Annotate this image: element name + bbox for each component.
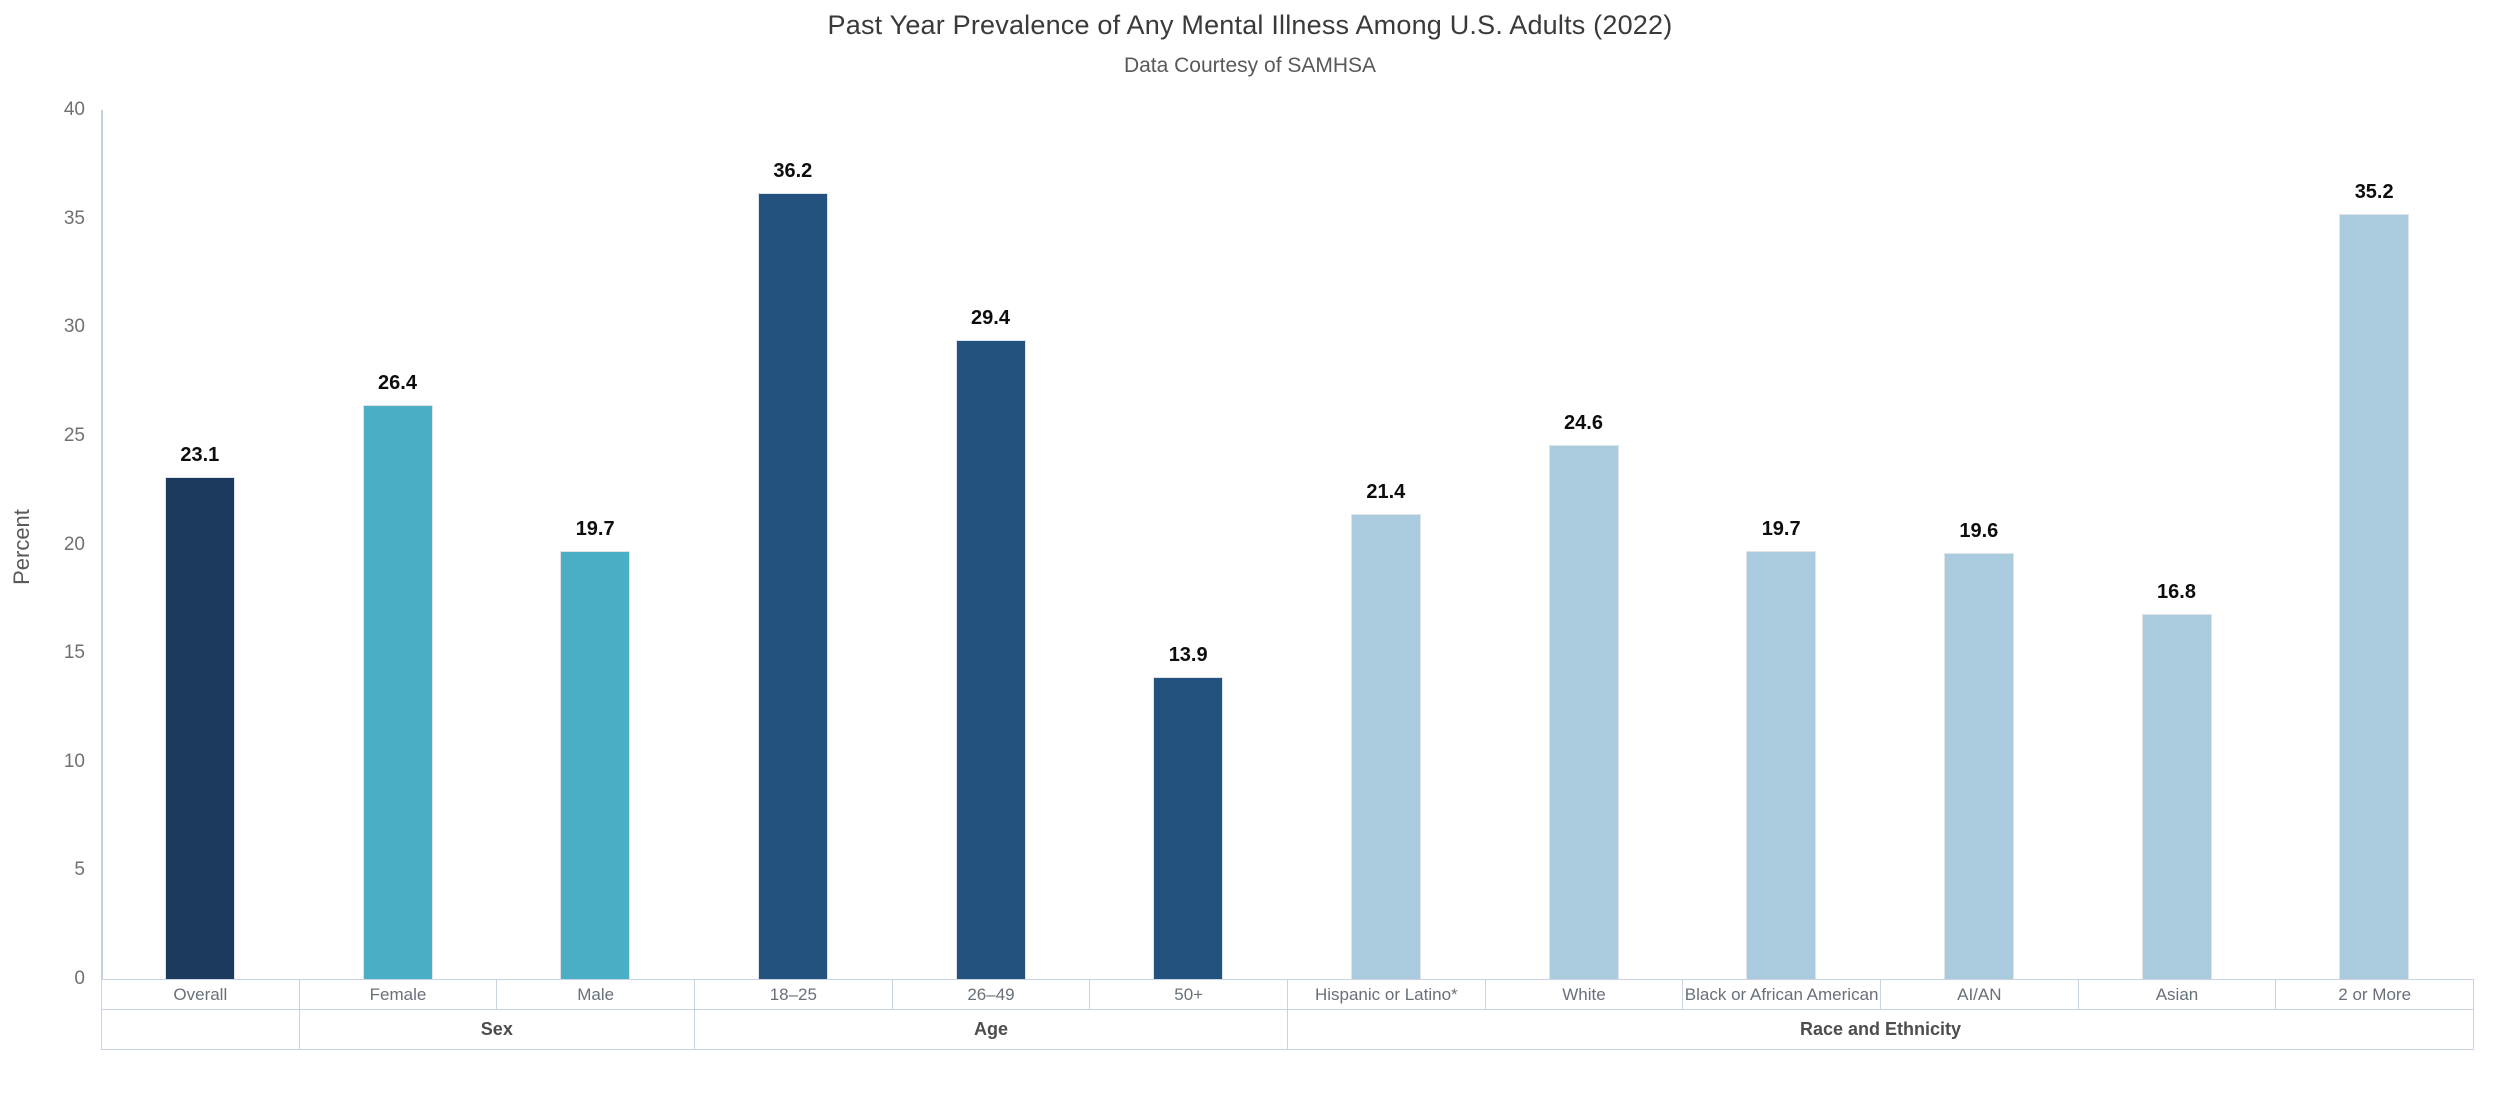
bar-asian [2141,614,2212,979]
y-tick-label: 0 [74,968,85,989]
category-cell: 18–25 [694,979,893,1010]
category-cell: Asian [2077,979,2277,1010]
category-cell: 2 or More [2275,979,2474,1010]
bar-black-or-african-american [1746,551,1817,979]
category-cell: 26–49 [891,979,1091,1010]
bar-value-label: 35.2 [2354,181,2394,204]
category-cell: 50+ [1089,979,1288,1010]
y-tick-label: 15 [63,642,85,664]
bar-male [560,551,631,979]
y-axis-tick-labels: 0 5 10 15 20 25 30 35 40 [0,0,85,1111]
bar-value-label: 19.6 [1959,520,1999,543]
chart-subtitle: Data Courtesy of SAMHSA [1123,54,1377,77]
category-cell: Male [496,979,695,1010]
bar-26-49 [955,340,1026,979]
category-cell: Overall [101,979,300,1010]
bar-value-label: 19.7 [1761,518,1801,541]
y-tick-label: 40 [63,99,85,120]
category-cell: Female [298,979,498,1010]
group-cell-sex: Sex [298,1009,695,1050]
bar-value-label: 19.7 [575,518,615,541]
bar-50 [1153,677,1224,979]
bar-value-label: 16.8 [2157,581,2196,604]
y-tick-label: 30 [63,316,85,338]
bar-ai-an [1943,553,2014,979]
y-tick-label: 25 [63,424,85,446]
bar-value-label: 21.4 [1366,481,1406,504]
bar-female [362,405,433,979]
bar-value-label: 24.6 [1564,411,1603,434]
y-tick-label: 10 [63,750,85,772]
bar-value-label: 23.1 [180,444,220,467]
chart-title: Past Year Prevalence of Any Mental Illne… [827,10,1673,40]
category-cell: White [1484,979,1684,1010]
bar-2-or-more [2339,214,2410,979]
bar-18-25 [757,192,828,979]
bar-value-label: 13.9 [1168,644,1208,667]
bar-overall [164,477,235,979]
bar-value-label: 29.4 [971,307,1010,330]
group-cell-empty [101,1009,300,1050]
bar-hispanic-or-latino [1350,514,1421,979]
y-tick-label: 35 [63,207,85,229]
y-axis-line [101,110,103,979]
category-cell: Hispanic or Latino* [1287,979,1486,1010]
bar-value-label: 36.2 [773,159,813,182]
category-cell: AI/AN [1880,979,2079,1010]
group-cell-race-and-ethnicity: Race and Ethnicity [1287,1009,2474,1050]
y-tick-label: 20 [63,533,85,555]
group-cell-age: Age [694,1009,1288,1050]
category-cell: Black or African American [1682,979,1881,1010]
bar-white [1548,444,1619,979]
y-tick-label: 5 [74,859,85,881]
bar-value-label: 26.4 [378,372,417,395]
